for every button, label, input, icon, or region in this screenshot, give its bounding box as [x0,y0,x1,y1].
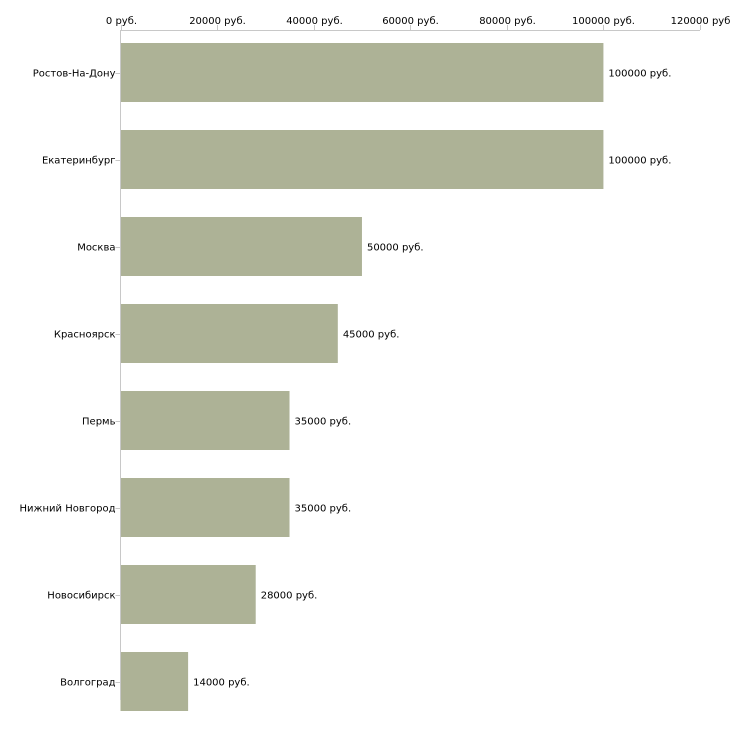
x-tick-label: 120000 руб [671,16,730,27]
x-tick-label: 20000 руб. [189,16,246,27]
category-label: Красноярск [54,330,116,341]
x-tick-label: 80000 руб. [479,16,536,27]
value-label: 45000 руб. [343,330,400,341]
category-label: Новосибирск [47,591,115,602]
bar [120,130,604,189]
bars: 100000 руб. 100000 руб. 50000 руб. 45000 ру… [120,43,671,711]
category-label: Москва [77,243,115,254]
x-tick-label: 60000 руб. [382,16,439,27]
bar [120,478,290,537]
x-tick-label: 0 руб. [106,16,137,27]
category-label: Пермь [82,417,116,428]
x-tick-label: 40000 руб. [286,16,343,27]
value-label: 14000 руб. [193,678,250,689]
bar [120,565,256,624]
x-axis: 0 руб. 20000 руб. 40000 руб. 60000 руб. 8000… [106,16,730,31]
value-label: 28000 руб. [261,591,318,602]
category-label: Екатеринбург [42,156,116,167]
x-tick-label: 100000 руб. [572,16,635,27]
value-label: 35000 руб. [295,504,352,515]
bar [120,43,604,102]
value-label: 100000 руб. [608,156,671,167]
category-label: Нижний Новгород [19,504,115,515]
bar [120,217,362,276]
value-label: 50000 руб. [367,243,424,254]
value-label: 35000 руб. [295,417,352,428]
bar [120,304,338,363]
y-axis: Ростов-На-Дону Екатеринбург Москва Краснояр… [19,30,121,700]
bar [120,391,290,450]
value-label: 100000 руб. [608,69,671,80]
category-label: Волгоград [60,678,115,689]
category-label: Ростов-На-Дону [33,69,116,80]
bar [120,652,189,711]
